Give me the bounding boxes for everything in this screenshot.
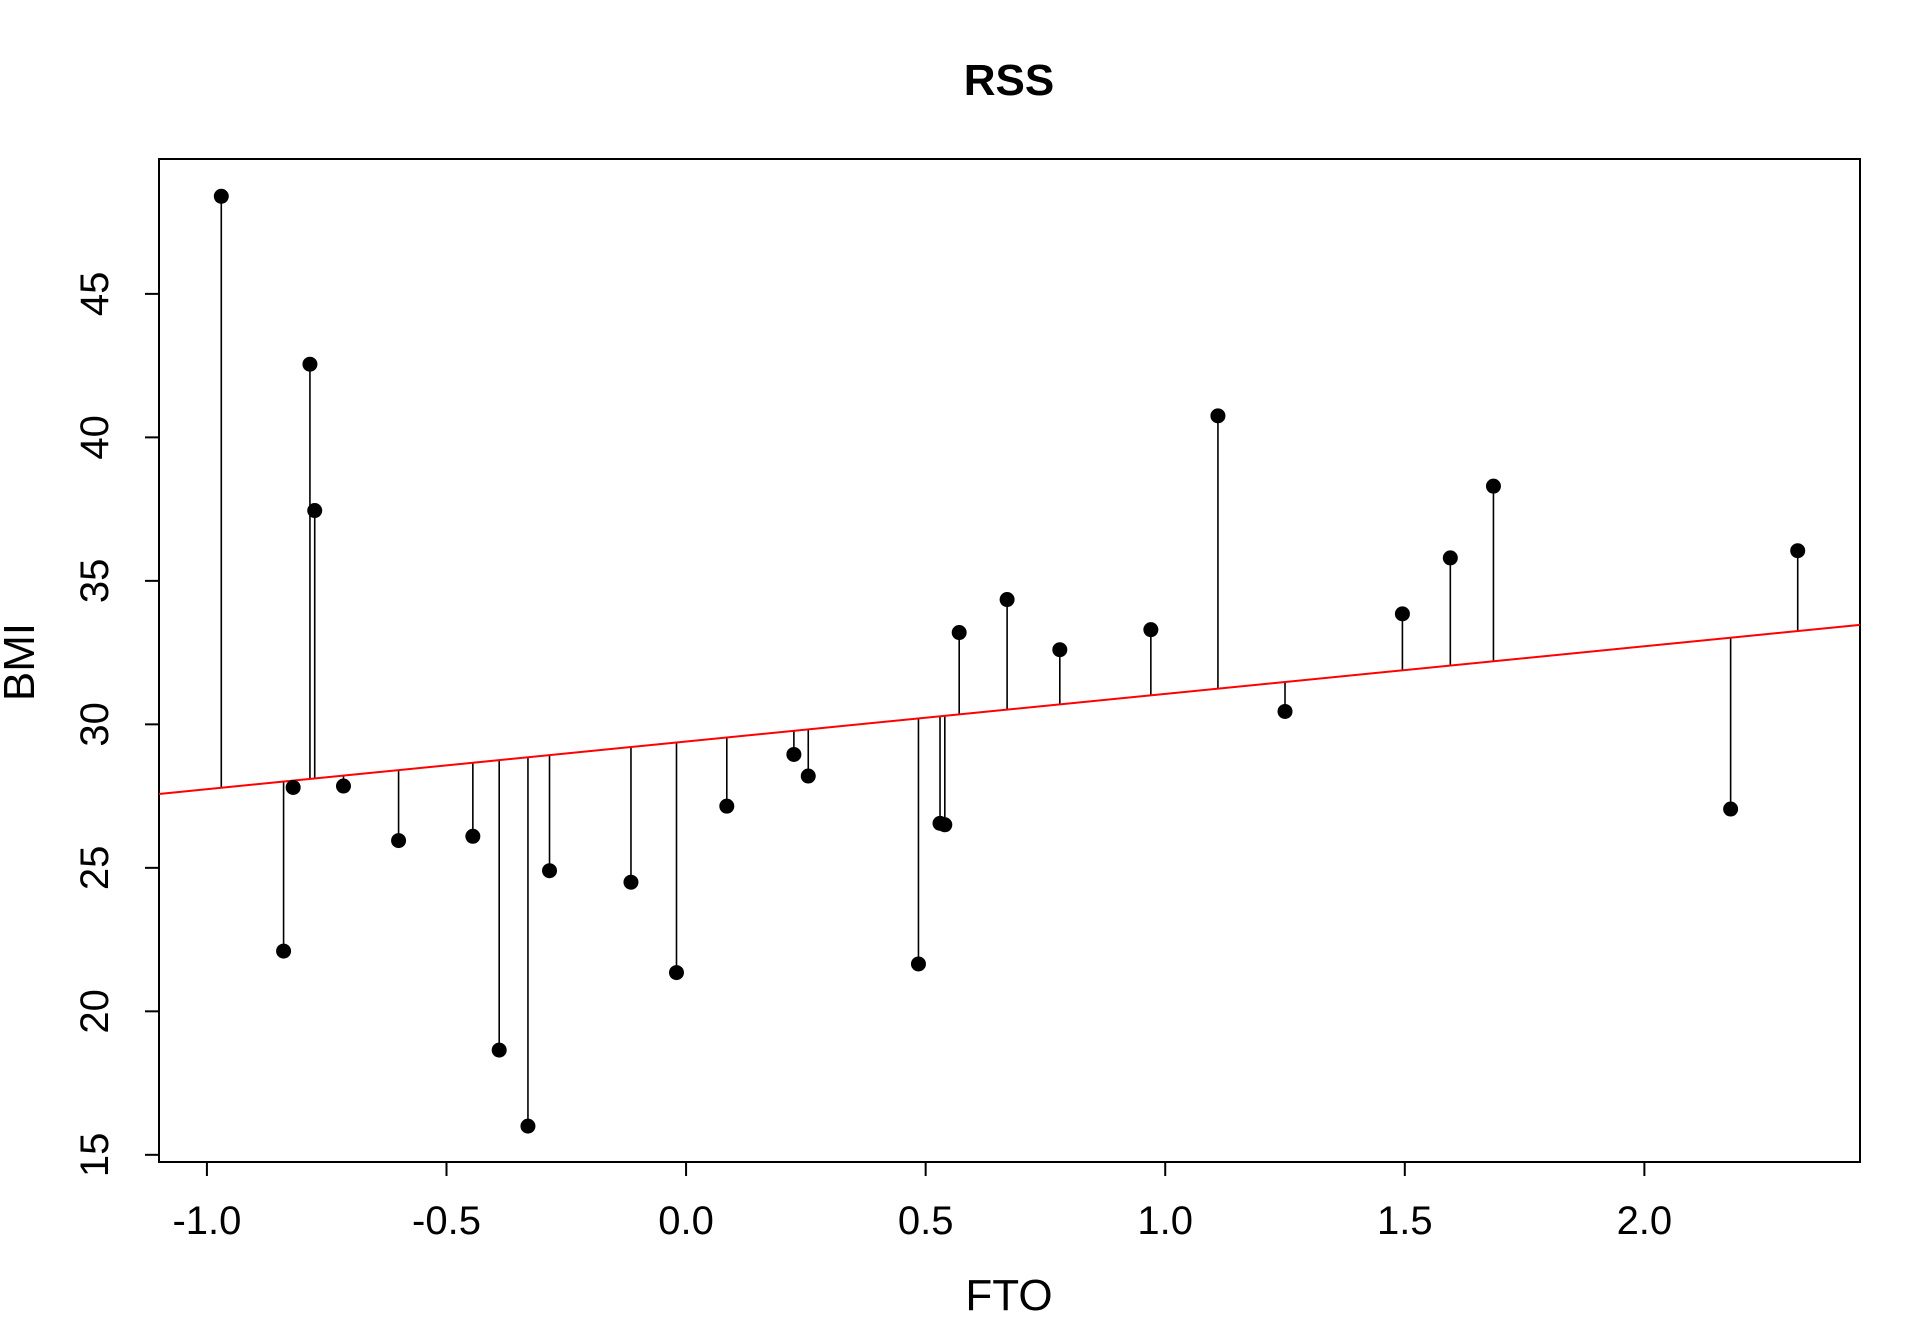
x-tick-label: 0.5 [898, 1199, 954, 1243]
data-point [465, 828, 481, 844]
data-point [391, 833, 407, 849]
data-point [1790, 543, 1806, 559]
data-point [491, 1042, 507, 1058]
data-point [1277, 703, 1293, 719]
data-point [668, 965, 684, 981]
x-axis: -1.0 -0.5 0.0 0.5 1.0 1.5 2.0 [172, 1161, 1673, 1243]
x-tick-label: 0.0 [658, 1199, 714, 1243]
data-point [719, 798, 735, 814]
data-point [335, 778, 351, 794]
data-point [285, 779, 301, 795]
y-tick-label: 35 [73, 559, 117, 604]
y-axis: 15 20 25 30 35 40 45 [73, 272, 160, 1178]
y-tick-label: 20 [73, 989, 117, 1033]
x-tick-label: 2.0 [1617, 1199, 1673, 1243]
y-tick-label: 45 [73, 272, 117, 317]
x-axis-label: FTO [965, 1271, 1052, 1320]
data-point [1442, 550, 1458, 566]
y-tick-label: 30 [73, 702, 117, 747]
data-point [951, 625, 967, 641]
data-point [520, 1118, 536, 1134]
data-point [937, 817, 953, 833]
y-tick-label: 15 [73, 1133, 117, 1178]
data-point [1052, 642, 1068, 658]
y-tick-label: 25 [73, 846, 117, 891]
data-point [623, 874, 639, 890]
regression-line [158, 623, 1861, 795]
y-axis-label: BMI [0, 623, 44, 701]
data-point [213, 188, 229, 204]
plot-frame [158, 158, 1861, 1163]
plot-area [158, 188, 1861, 1134]
data-point [1394, 606, 1410, 622]
data-point [1210, 408, 1226, 424]
x-tick-label: 1.5 [1377, 1199, 1433, 1243]
data-point [302, 356, 318, 372]
data-point [800, 768, 816, 784]
data-point [1485, 478, 1501, 494]
x-tick-label: -0.5 [412, 1199, 481, 1243]
x-tick-label: 1.0 [1137, 1199, 1193, 1243]
data-point [542, 863, 558, 879]
data-point [910, 956, 926, 972]
data-point [1723, 801, 1739, 817]
data-point [786, 746, 802, 762]
x-tick-label: -1.0 [172, 1199, 241, 1243]
data-point [1143, 622, 1159, 638]
data-point [307, 503, 323, 519]
data-point [276, 943, 292, 959]
y-tick-label: 40 [73, 415, 117, 460]
data-point [999, 592, 1015, 608]
chart-title: RSS [964, 56, 1054, 105]
